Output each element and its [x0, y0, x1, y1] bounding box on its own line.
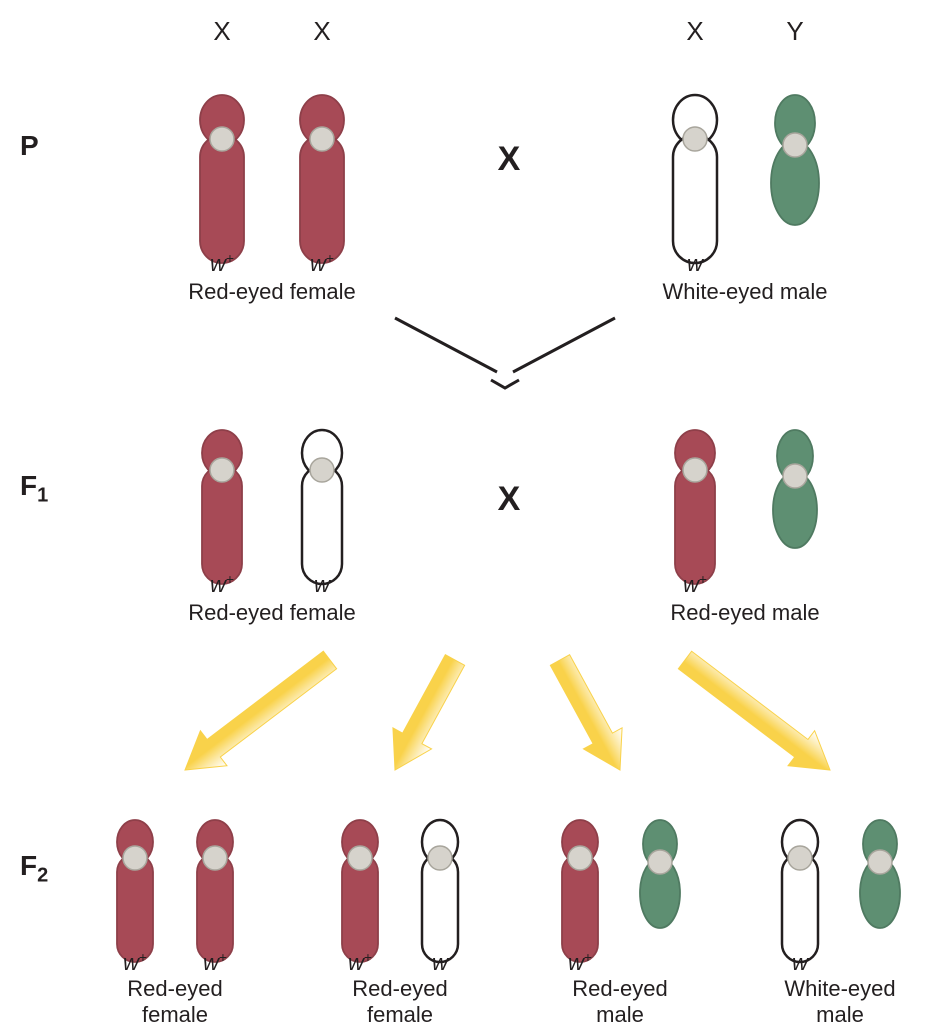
phenotype-label: female	[142, 1002, 208, 1024]
allele-label: w+	[348, 949, 372, 975]
phenotype-label: Red-eyed	[352, 976, 447, 1001]
chromosome-type-label: X	[686, 16, 703, 46]
allele-label: w	[314, 572, 332, 597]
phenotype-label: Red-eyed female	[188, 600, 356, 625]
phenotype-label: White-eyed male	[662, 279, 827, 304]
phenotype-label: Red-eyed male	[670, 600, 819, 625]
chromosome-type-label: X	[313, 16, 330, 46]
allele-label: w+	[568, 949, 592, 975]
allele-label: w	[687, 251, 705, 276]
allele-label: w+	[123, 949, 147, 975]
offspring-arrow	[541, 649, 640, 780]
phenotype-label: White-eyed	[784, 976, 895, 1001]
generation-P: w+ w+ w X Red-eyed female White-eyed male	[188, 95, 827, 304]
generation-F2: w+w+Red-eyedfemalew+wRed-eyedfemalew+Red…	[117, 820, 900, 1024]
chromosome-type-label: Y	[786, 16, 803, 46]
genetics-diagram: P F1 F2 X X X Yw+ w+ w X Red-eyed female White-eyed…	[0, 0, 949, 1024]
offspring-arrow	[172, 642, 344, 787]
offspring-arrow	[376, 649, 475, 780]
chromosome-type-label: X	[213, 16, 230, 46]
cross-lines	[395, 318, 615, 388]
allele-label: w+	[203, 949, 227, 975]
generation-label-F2: F2	[20, 850, 90, 890]
allele-label: w	[792, 950, 810, 975]
allele-label: w+	[210, 571, 234, 597]
allele-label: w+	[310, 250, 334, 276]
generation-F1: w+ w w+ X Red-eyed female Red-eyed male	[188, 430, 819, 625]
generation-label-F1: F1	[20, 470, 90, 510]
cross-symbol: X	[498, 140, 521, 178]
phenotype-label: Red-eyed	[572, 976, 667, 1001]
offspring-arrow	[672, 642, 844, 787]
generation-label-P: P	[20, 130, 90, 170]
allele-label: w	[432, 950, 450, 975]
allele-label: w+	[210, 250, 234, 276]
cross-symbol: X	[498, 480, 521, 518]
phenotype-label: male	[816, 1002, 864, 1024]
phenotype-label: Red-eyed female	[188, 279, 356, 304]
phenotype-label: Red-eyed	[127, 976, 222, 1001]
allele-label: w+	[683, 571, 707, 597]
phenotype-label: male	[596, 1002, 644, 1024]
phenotype-label: female	[367, 1002, 433, 1024]
